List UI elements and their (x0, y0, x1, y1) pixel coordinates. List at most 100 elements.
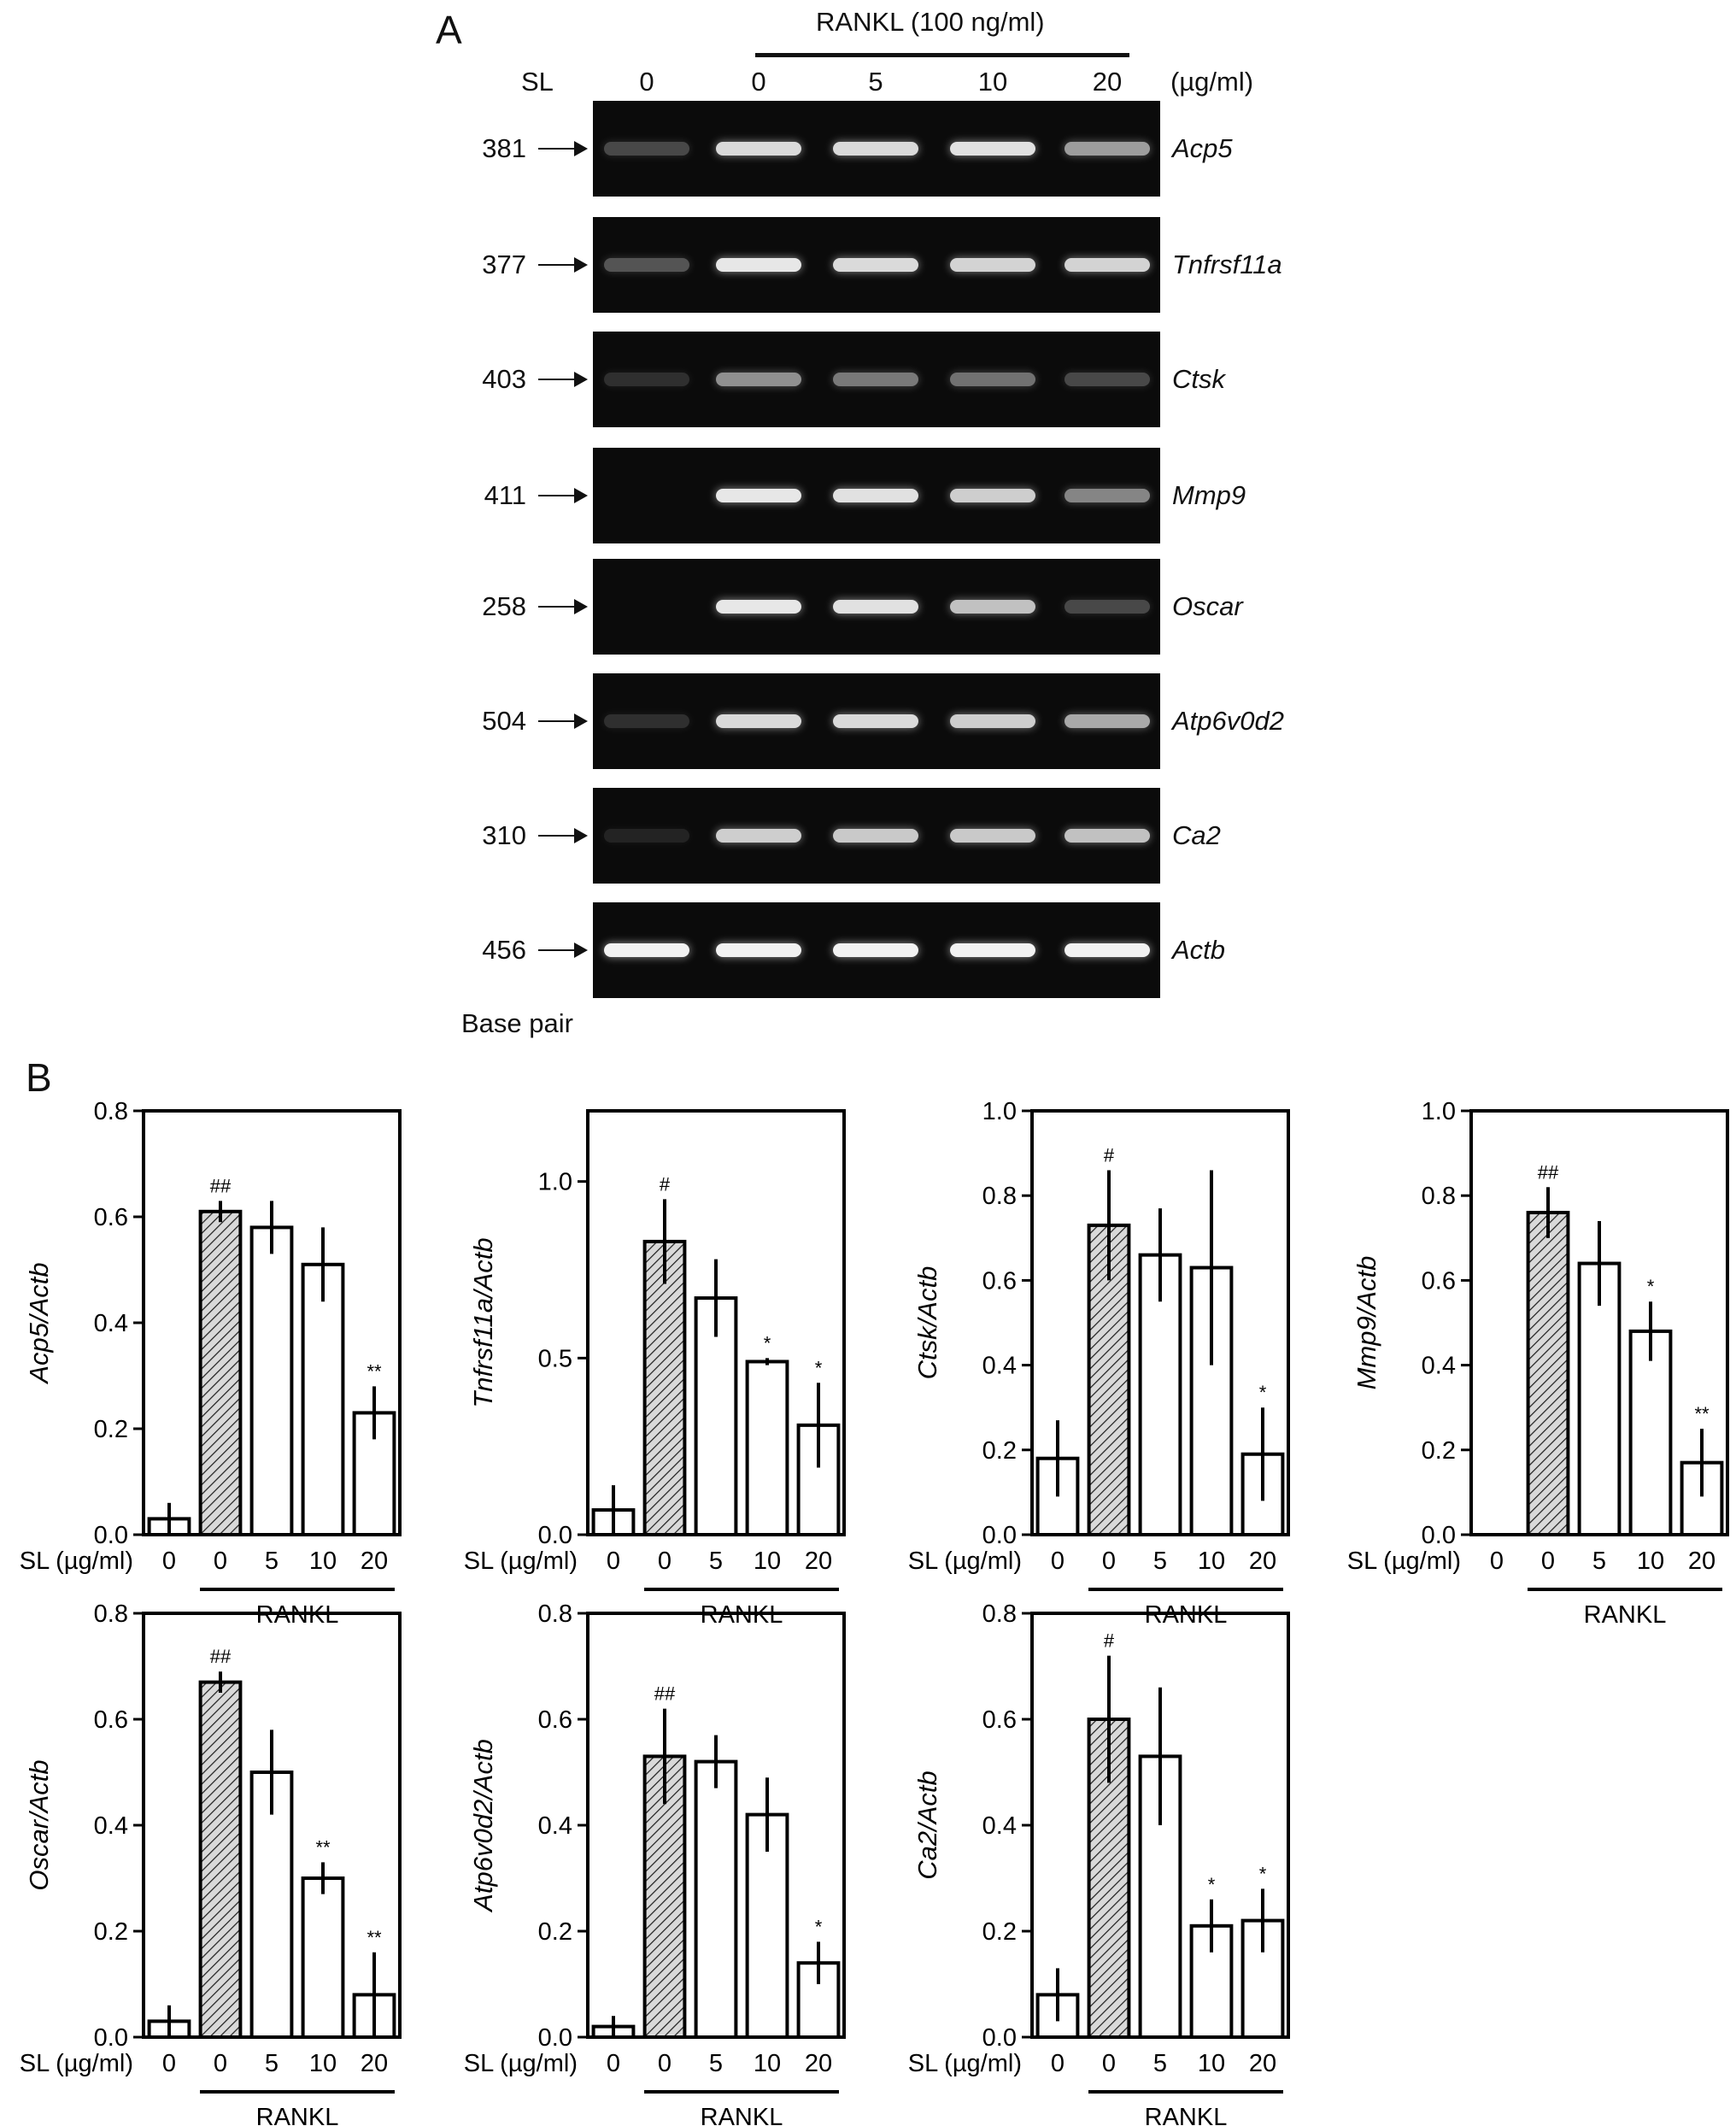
y-tick-label: 1.0 (982, 1098, 1017, 1125)
x-tick-label: 10 (309, 2050, 337, 2077)
x-tick-label: 10 (309, 1548, 337, 1575)
gel-band (833, 943, 918, 957)
y-tick-label: 0.0 (1422, 1522, 1456, 1549)
x-tick-label: 20 (361, 2050, 388, 2077)
x-axis-label: SL (µg/ml) (464, 2050, 578, 2077)
bp-label: 258 (482, 591, 526, 621)
gel-band (950, 714, 1035, 728)
gene-label: Ctsk (1172, 364, 1225, 394)
x-tick-label: 20 (1688, 1548, 1715, 1575)
significance-mark: * (1259, 1863, 1267, 1884)
arrow-icon (538, 488, 588, 503)
unit-label: (µg/ml) (1170, 67, 1254, 97)
x-tick-label: 0 (162, 2050, 176, 2077)
x-axis-label: SL (µg/ml) (20, 1548, 133, 1575)
gel-image (593, 902, 1160, 998)
plot-frame (1469, 1109, 1729, 1536)
gene-label: Atp6v0d2 (1172, 706, 1284, 736)
significance-mark: ** (367, 1927, 382, 1948)
significance-mark: * (764, 1332, 771, 1354)
gel-image (593, 332, 1160, 427)
arrow-icon (538, 372, 588, 387)
x-axis-label: SL (µg/ml) (20, 2050, 133, 2077)
y-tick-label: 0.4 (982, 1353, 1017, 1380)
y-tick-label: 0.6 (94, 1706, 128, 1734)
arrow-icon (538, 141, 588, 156)
arrow-icon (538, 714, 588, 729)
x-tick-label: 0 (214, 1548, 227, 1575)
gel-image (593, 448, 1160, 543)
bar (694, 1759, 738, 2039)
bar-chart: 0 #0 5 10 * 20 0.0 0.2 0.4 0.6 0.8 1.0 Ctsk/Actb SL (… (908, 1098, 1290, 1624)
x-tick-label: 0 (1541, 1548, 1555, 1575)
y-tick-label: 0.6 (94, 1204, 128, 1231)
base-pair-label: Base pair (461, 1008, 573, 1038)
significance-mark: * (1208, 1874, 1216, 1895)
rankl-group-label: RANKL (1145, 2104, 1228, 2126)
bar-chart: 0 #0 5 * 10 * 20 0.0 0.5 1.0 Tnfrsf11a/Actb SL (µg/… (464, 1109, 846, 1624)
x-axis-label: SL (µg/ml) (1347, 1548, 1461, 1575)
panel-a-letter: A (436, 8, 462, 52)
gel-band (1064, 489, 1150, 502)
x-tick-label: 0 (1051, 2050, 1064, 2077)
bp-label: 403 (482, 364, 526, 394)
significance-mark: ** (367, 1360, 382, 1382)
y-tick-label: 0.0 (538, 1522, 572, 1549)
bar (1526, 1211, 1570, 1536)
bar (198, 1209, 243, 1537)
gene-label: Tnfrsf11a (1172, 250, 1282, 279)
x-tick-label: 0 (1102, 2050, 1116, 2077)
x-tick-label: 10 (1198, 2050, 1225, 2077)
gel-band (716, 258, 801, 272)
y-tick-label: 0.8 (982, 1183, 1017, 1210)
y-tick-label: 0.2 (982, 1918, 1017, 1946)
y-tick-label: 0.6 (1422, 1267, 1456, 1295)
y-tick-label: 0.6 (538, 1706, 572, 1734)
bar (694, 1296, 738, 1536)
gel-band (833, 714, 918, 728)
y-tick-label: 0.8 (94, 1098, 128, 1125)
significance-mark: ## (1538, 1161, 1559, 1183)
bar-chart: 0 ## 0 5 ** 10 ** 20 0.0 0.2 0.4 0.6 0.8 Oscar/Actb SL… (20, 1600, 402, 2126)
arrow-icon (538, 257, 588, 273)
x-tick-label: 0 (1051, 1548, 1064, 1575)
bar (1628, 1329, 1673, 1537)
gel-band (716, 600, 801, 614)
gel-band (1064, 600, 1150, 614)
y-tick-label: 0.8 (1422, 1183, 1456, 1210)
significance-mark: * (815, 1916, 823, 1937)
y-tick-label: 0.4 (1422, 1353, 1456, 1380)
rankl-group-bar (200, 2090, 395, 2094)
y-tick-label: 0.6 (982, 1267, 1017, 1295)
x-tick-label: 0 (607, 2050, 620, 2077)
gel-band (604, 943, 689, 957)
significance-mark: ## (210, 1646, 232, 1667)
y-tick-label: 0.0 (94, 2024, 128, 2052)
rankl-group-bar (200, 1588, 395, 1591)
y-axis-label: Ctsk/Actb (912, 1266, 942, 1380)
significance-mark: ## (654, 1683, 676, 1705)
gel-band (716, 142, 801, 156)
x-tick-label: 20 (361, 1548, 388, 1575)
gel-band (604, 829, 689, 843)
x-tick-label: 10 (754, 1548, 781, 1575)
significance-mark: ** (315, 1836, 331, 1858)
gel-band (950, 489, 1035, 502)
gel-band (716, 714, 801, 728)
x-tick-label: 0 (214, 2050, 227, 2077)
gene-label: Actb (1172, 935, 1226, 965)
gene-label: Ca2 (1172, 820, 1221, 850)
gel-band (604, 373, 689, 386)
y-tick-label: 0.8 (94, 1600, 128, 1628)
x-tick-label: 10 (1198, 1548, 1225, 1575)
rankl-group-bar (1088, 2090, 1283, 2094)
significance-mark: ** (1694, 1403, 1710, 1424)
y-tick-label: 1.0 (538, 1169, 572, 1196)
bar (301, 1262, 345, 1537)
y-tick-label: 0.0 (982, 1522, 1017, 1549)
significance-mark: # (1104, 1144, 1115, 1166)
x-tick-label: 0 (658, 2050, 672, 2077)
rankl-group-label: RANKL (701, 2104, 783, 2126)
gel-band (950, 258, 1035, 272)
bar-chart: 0 #0 5 * 10 * 20 0.0 0.2 0.4 0.6 0.8 Ca2/Actb SL (µg/… (908, 1600, 1290, 2126)
